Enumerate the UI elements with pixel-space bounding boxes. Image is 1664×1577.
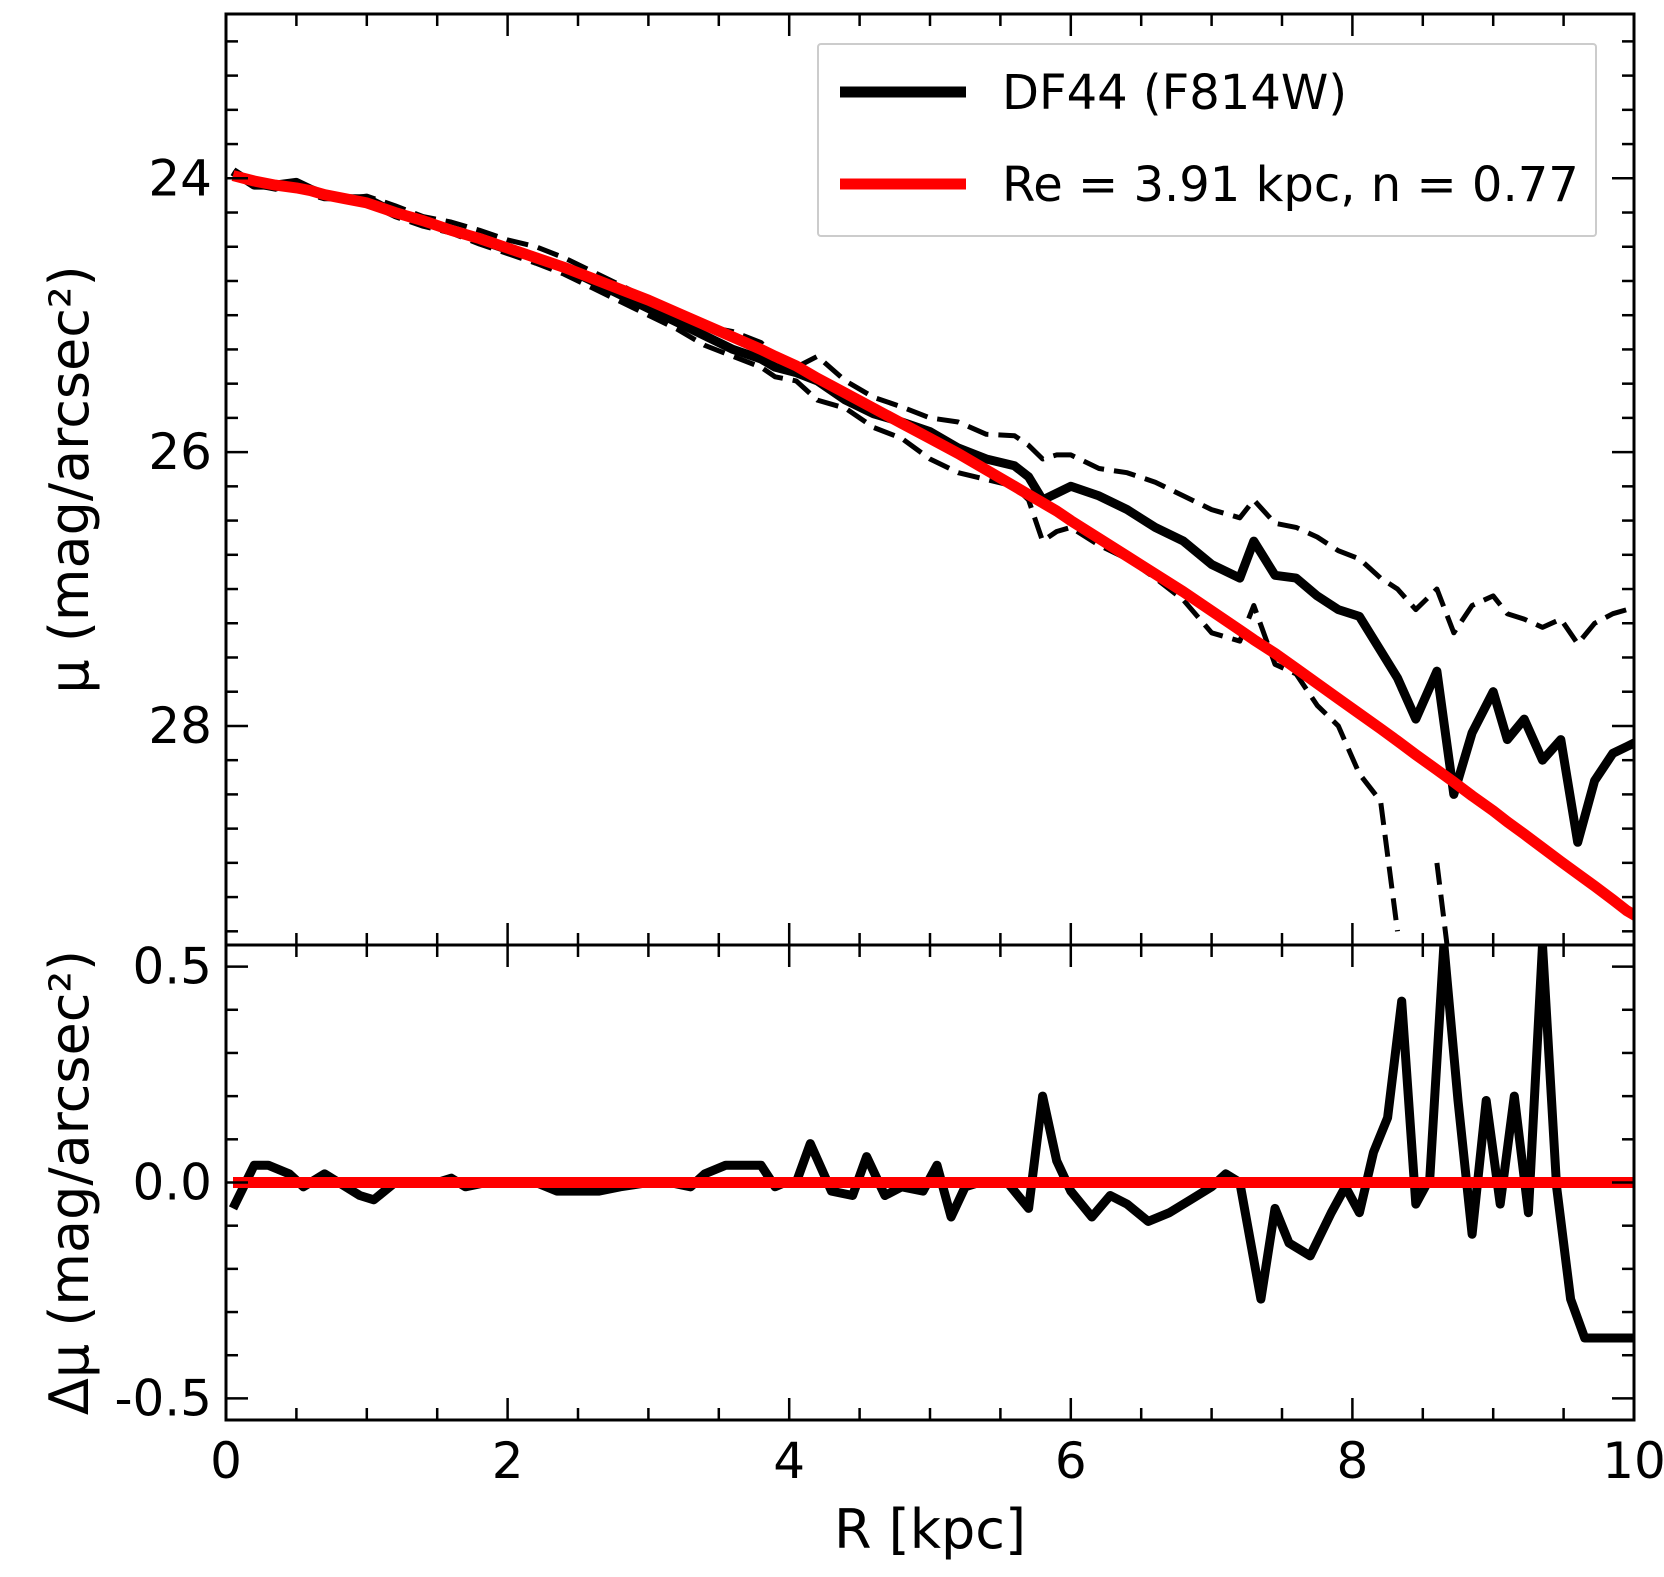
x-tick-label: 10 [1602,1432,1664,1490]
series-line-re-3-91-kpc-n-0-77 [231,170,1634,922]
y-tick-label: 28 [148,697,212,755]
x-tick-label: 2 [492,1432,524,1490]
legend-label: Re = 3.91 kpc, n = 0.77 [1002,157,1579,213]
legend-box [817,43,1597,237]
y-axis-label: μ (mag/arcsec²) [38,265,101,693]
y-tick-label: 0.5 [132,938,212,996]
bottom-panel: -0.5 0.0 0.5 0 2 4 6 8 10 Δμ (mag/arcsec²) R [kpc] [38,938,1664,1561]
series-group [228,945,1634,1343]
x-tick-label: 6 [1055,1432,1087,1490]
series-group [230,167,1634,945]
series-line-upper-bound [231,169,1634,647]
top-panel: 24 26 28 μ (mag/arcsec²) DF44 (F814W) Re = 3.… [38,12,1636,947]
y-tick-label: 26 [148,423,212,481]
x-tick-label: 4 [773,1432,805,1490]
y-axis-label: Δμ (mag/arcsec²) [38,950,101,1415]
x-tick-label: 0 [210,1432,242,1490]
x-axis-label: R [kpc] [834,1498,1026,1561]
x-tick-label: 8 [1336,1432,1368,1490]
y-tick-label: 0.0 [132,1154,212,1212]
y-tick-label: 24 [148,149,212,207]
legend: DF44 (F814W) Re = 3.91 kpc, n = 0.77 [817,43,1597,237]
legend-label: DF44 (F814W) [1002,65,1347,121]
y-tick-label: -0.5 [114,1369,212,1427]
